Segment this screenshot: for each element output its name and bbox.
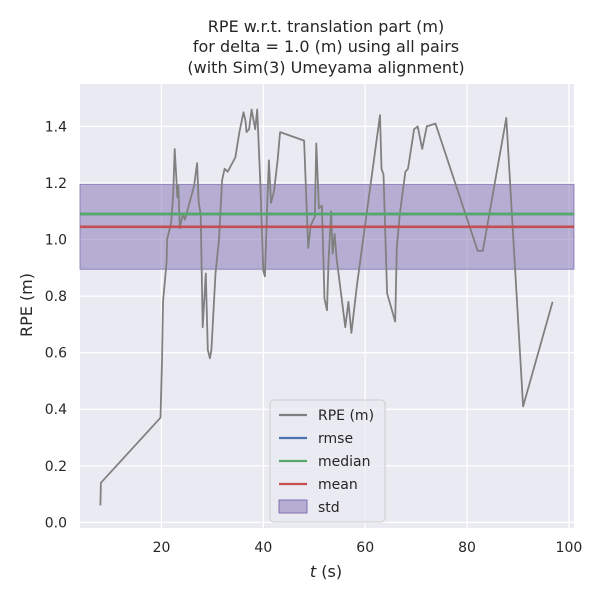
x-tick-label: 100 [556, 540, 583, 556]
chart-title-line-3: (with Sim(3) Umeyama alignment) [187, 58, 464, 77]
x-axis-label-unit: (s) [316, 562, 342, 581]
y-tick-label: 1.2 [45, 176, 67, 192]
x-axis-label-var: t [310, 562, 317, 581]
y-tick-label: 0.2 [45, 459, 67, 475]
y-tick-label: 0.4 [45, 402, 67, 418]
x-tick-label: 40 [254, 540, 272, 556]
y-tick-label: 0.0 [45, 515, 67, 531]
legend-box [269, 399, 386, 523]
legend-label-std: std [318, 500, 340, 516]
x-axis-label: t (s) [310, 562, 342, 581]
x-tick-label: 60 [356, 540, 374, 556]
y-tick-label: 0.6 [45, 346, 67, 362]
tick-labels: 20 40 60 80 100 0.0 0.2 0.4 0.6 0.8 1.0 1.2 1.4 [45, 119, 583, 556]
chart-title-line-2: for delta = 1.0 (m) using all pairs [193, 37, 459, 56]
x-tick-label: 80 [458, 540, 476, 556]
y-tick-label: 0.8 [45, 289, 67, 305]
series-layer [80, 108, 574, 506]
x-tick-label: 20 [153, 540, 171, 556]
legend-label-rmse: rmse [318, 431, 353, 447]
legend-label-RPE (m): RPE (m) [318, 408, 374, 424]
legend-label-median: median [318, 454, 370, 470]
legend-label-mean: mean [318, 477, 358, 493]
y-tick-label: 1.0 [45, 233, 67, 249]
y-tick-label: 1.4 [45, 119, 67, 135]
legend-swatch-std [278, 499, 308, 514]
legend: RPE (m) rmse median mean std [269, 399, 386, 523]
y-axis-label: RPE (m) [17, 273, 36, 337]
chart-title-line-1: RPE w.r.t. translation part (m) [208, 17, 444, 36]
